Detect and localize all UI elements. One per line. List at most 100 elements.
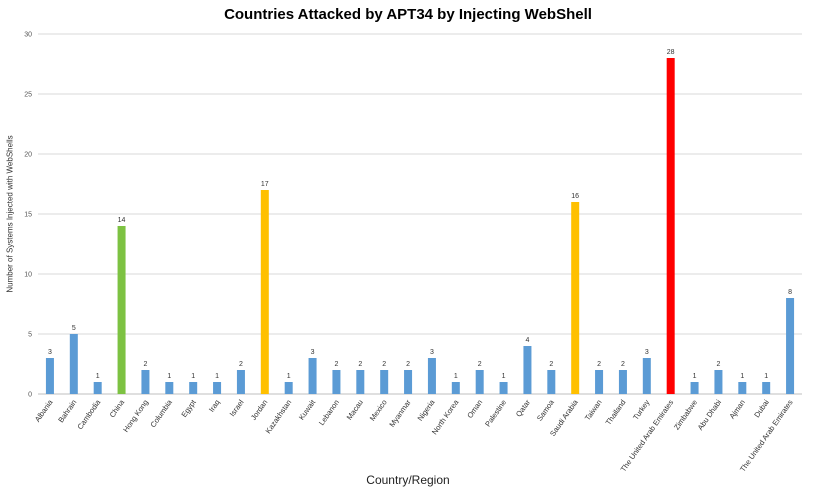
bar — [786, 298, 795, 394]
category-label: China — [108, 397, 127, 419]
bar — [380, 370, 389, 394]
data-label: 8 — [788, 289, 792, 296]
data-label: 2 — [143, 361, 147, 368]
y-tick-label: 15 — [24, 212, 32, 219]
y-tick-label: 10 — [24, 272, 32, 279]
bar — [93, 382, 102, 394]
bar — [284, 382, 293, 394]
bar — [404, 370, 413, 394]
data-label: 3 — [48, 349, 52, 356]
data-label: 2 — [334, 361, 338, 368]
data-label: 1 — [167, 373, 171, 380]
category-label: Cambodia — [75, 397, 102, 431]
bar — [141, 370, 150, 394]
category-label: Nigeria — [416, 397, 437, 422]
data-label: 1 — [454, 373, 458, 380]
category-label: Oman — [465, 398, 484, 420]
category-label: Palestine — [483, 398, 508, 428]
chart-title: Countries Attacked by APT34 by Injecting… — [224, 6, 592, 23]
bar — [260, 190, 269, 394]
bar — [45, 358, 54, 394]
category-label: Albania — [33, 397, 55, 423]
data-label: 1 — [764, 373, 768, 380]
data-label: 4 — [525, 337, 529, 344]
data-label: 3 — [311, 349, 315, 356]
data-label: 2 — [478, 361, 482, 368]
bar — [427, 358, 436, 394]
bar — [236, 370, 245, 394]
bar — [595, 370, 604, 394]
data-label: 1 — [215, 373, 219, 380]
data-label: 1 — [693, 373, 697, 380]
data-label: 17 — [261, 181, 269, 188]
bar — [308, 358, 317, 394]
y-tick-label: 5 — [28, 332, 32, 339]
bar — [475, 370, 484, 394]
data-label: 2 — [239, 361, 243, 368]
bar — [738, 382, 747, 394]
data-label: 2 — [382, 361, 386, 368]
category-label: Macau — [345, 398, 365, 422]
gridlines — [38, 33, 802, 395]
bar — [69, 334, 78, 394]
category-label: Mexico — [368, 398, 389, 423]
y-tick-label: 20 — [24, 152, 32, 159]
y-tick-label: 30 — [24, 32, 32, 39]
category-label: Ajman — [727, 398, 747, 421]
data-label: 1 — [740, 373, 744, 380]
data-label: 28 — [667, 49, 675, 56]
y-tick-label: 0 — [28, 392, 32, 399]
data-label: 5 — [72, 325, 76, 332]
category-label: Abu Dhabi — [696, 398, 724, 432]
category-label: Qatar — [514, 398, 532, 419]
bar — [165, 382, 174, 394]
bar — [356, 370, 365, 394]
x-axis-label: Country/Region — [366, 473, 450, 487]
data-label: 2 — [406, 361, 410, 368]
bar — [213, 382, 222, 394]
data-label: 16 — [571, 193, 579, 200]
category-label: Egypt — [179, 397, 198, 419]
category-label: Dubai — [752, 398, 771, 419]
bar — [618, 370, 627, 394]
category-label: Thailand — [604, 398, 628, 427]
bar — [332, 370, 341, 394]
category-label: Bahrain — [56, 398, 78, 424]
data-label: 2 — [597, 361, 601, 368]
bar — [189, 382, 198, 394]
category-label: Taiwan — [583, 398, 604, 422]
category-label: Columbia — [148, 397, 174, 429]
data-label: 1 — [502, 373, 506, 380]
bar — [499, 382, 508, 394]
bar — [690, 382, 699, 394]
y-tick-label: 25 — [24, 92, 32, 99]
category-label: Myanmar — [387, 398, 413, 429]
bar — [523, 346, 532, 394]
bar — [666, 58, 675, 394]
data-label: 2 — [621, 361, 625, 368]
category-label: Israel — [228, 398, 246, 418]
data-label: 14 — [118, 217, 126, 224]
category-label: Jordan — [249, 398, 270, 422]
bar — [571, 202, 580, 394]
bar — [642, 358, 651, 394]
data-label: 1 — [287, 373, 291, 380]
bar — [117, 226, 126, 394]
category-label: Kuwait — [297, 397, 318, 421]
data-label: 3 — [430, 349, 434, 356]
data-label: 1 — [191, 373, 195, 380]
data-label: 1 — [96, 373, 100, 380]
category-label: Turkey — [631, 398, 652, 422]
category-label: Lebanon — [317, 398, 341, 427]
data-label: 3 — [645, 349, 649, 356]
bar — [714, 370, 723, 394]
data-label: 2 — [358, 361, 362, 368]
bar — [762, 382, 771, 394]
bar — [451, 382, 460, 394]
bars — [45, 58, 795, 394]
data-label: 2 — [716, 361, 720, 368]
data-label: 2 — [549, 361, 553, 368]
bar — [547, 370, 556, 394]
